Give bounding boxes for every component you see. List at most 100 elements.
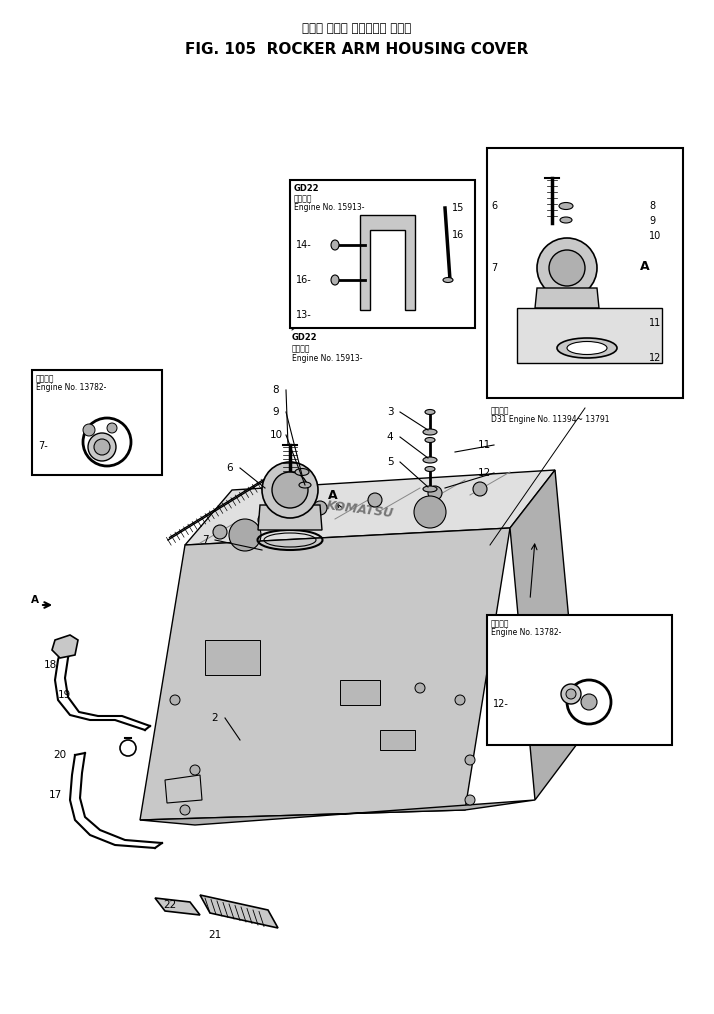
Ellipse shape bbox=[331, 240, 339, 250]
Ellipse shape bbox=[557, 338, 617, 358]
Bar bbox=[487, 615, 672, 745]
Text: 9: 9 bbox=[273, 407, 279, 417]
Text: Engine No. 15913-: Engine No. 15913- bbox=[294, 203, 365, 212]
Text: 12-: 12- bbox=[493, 699, 509, 709]
Text: 15: 15 bbox=[452, 203, 464, 213]
Bar bbox=[380, 730, 415, 750]
Circle shape bbox=[229, 519, 261, 551]
Polygon shape bbox=[165, 775, 202, 803]
Text: 17: 17 bbox=[49, 790, 61, 800]
Circle shape bbox=[88, 433, 116, 461]
Circle shape bbox=[581, 694, 597, 710]
Polygon shape bbox=[258, 505, 322, 530]
Text: 適用号称: 適用号称 bbox=[294, 194, 313, 203]
Polygon shape bbox=[140, 800, 535, 825]
Circle shape bbox=[428, 486, 442, 500]
Text: 適用号称: 適用号称 bbox=[491, 619, 510, 628]
Text: GD22: GD22 bbox=[294, 184, 320, 193]
Text: 7: 7 bbox=[491, 263, 497, 273]
Circle shape bbox=[549, 250, 585, 286]
Text: 6: 6 bbox=[491, 201, 497, 211]
Ellipse shape bbox=[295, 468, 309, 476]
Text: 11: 11 bbox=[478, 440, 491, 450]
Circle shape bbox=[561, 684, 581, 704]
Polygon shape bbox=[140, 528, 510, 820]
Text: 20: 20 bbox=[54, 750, 66, 760]
Text: ロッカ アーム ハウジング カバー: ロッカ アーム ハウジング カバー bbox=[302, 22, 412, 35]
Text: 18: 18 bbox=[44, 660, 56, 670]
Text: 12: 12 bbox=[478, 468, 491, 478]
Ellipse shape bbox=[425, 466, 435, 472]
Text: 13-: 13- bbox=[296, 310, 312, 320]
Text: KOMATSU: KOMATSU bbox=[326, 500, 395, 520]
Text: 5: 5 bbox=[387, 457, 393, 467]
Circle shape bbox=[465, 755, 475, 765]
Text: 10: 10 bbox=[649, 231, 661, 241]
Circle shape bbox=[180, 805, 190, 815]
Text: 6: 6 bbox=[226, 463, 233, 473]
Circle shape bbox=[537, 238, 597, 298]
Text: 10: 10 bbox=[269, 430, 283, 440]
Circle shape bbox=[262, 462, 318, 518]
Text: GD22: GD22 bbox=[292, 333, 318, 342]
Text: 14-: 14- bbox=[296, 240, 312, 250]
Text: A: A bbox=[640, 260, 650, 273]
Polygon shape bbox=[155, 898, 200, 915]
Text: 19: 19 bbox=[57, 690, 71, 700]
Circle shape bbox=[272, 472, 308, 508]
Circle shape bbox=[83, 424, 95, 436]
Text: 適用号称: 適用号称 bbox=[36, 374, 54, 383]
Ellipse shape bbox=[443, 278, 453, 283]
Bar bbox=[487, 148, 683, 399]
Text: 4: 4 bbox=[387, 432, 393, 442]
Text: A: A bbox=[31, 595, 39, 605]
Circle shape bbox=[473, 482, 487, 496]
Ellipse shape bbox=[423, 486, 437, 492]
Polygon shape bbox=[52, 635, 78, 658]
Circle shape bbox=[414, 496, 446, 528]
Circle shape bbox=[415, 683, 425, 693]
Polygon shape bbox=[360, 215, 415, 310]
Circle shape bbox=[313, 501, 327, 515]
Bar bbox=[205, 640, 260, 675]
Circle shape bbox=[455, 695, 465, 705]
Text: 適用号称: 適用号称 bbox=[491, 406, 510, 415]
Ellipse shape bbox=[559, 203, 573, 210]
Polygon shape bbox=[200, 895, 278, 928]
Text: Engine No. 15913-: Engine No. 15913- bbox=[292, 354, 363, 363]
Ellipse shape bbox=[425, 437, 435, 442]
Circle shape bbox=[258, 513, 272, 527]
Text: 12: 12 bbox=[649, 353, 661, 363]
Ellipse shape bbox=[423, 429, 437, 435]
Text: 3: 3 bbox=[387, 407, 393, 417]
Circle shape bbox=[465, 795, 475, 805]
Circle shape bbox=[190, 765, 200, 775]
Text: FIG. 105  ROCKER ARM HOUSING COVER: FIG. 105 ROCKER ARM HOUSING COVER bbox=[186, 42, 528, 57]
Ellipse shape bbox=[423, 457, 437, 463]
Polygon shape bbox=[517, 308, 662, 363]
Polygon shape bbox=[510, 470, 580, 800]
Text: 適用号称: 適用号称 bbox=[292, 344, 311, 353]
Circle shape bbox=[107, 423, 117, 433]
Ellipse shape bbox=[425, 410, 435, 415]
Ellipse shape bbox=[299, 482, 311, 488]
Polygon shape bbox=[185, 470, 555, 545]
Text: 9: 9 bbox=[649, 216, 655, 226]
Ellipse shape bbox=[567, 342, 607, 355]
Text: 7: 7 bbox=[201, 535, 208, 545]
Text: 16-: 16- bbox=[296, 275, 312, 285]
Text: D31 Engine No. 11394~ 13791: D31 Engine No. 11394~ 13791 bbox=[491, 415, 610, 424]
Text: A: A bbox=[328, 489, 338, 502]
Bar bbox=[340, 680, 380, 705]
Text: 21: 21 bbox=[208, 930, 221, 940]
Text: Engine No. 13782-: Engine No. 13782- bbox=[491, 628, 561, 637]
Circle shape bbox=[566, 689, 576, 699]
Polygon shape bbox=[535, 288, 599, 308]
Text: 8: 8 bbox=[273, 385, 279, 395]
Text: 2: 2 bbox=[211, 713, 218, 723]
Text: 7-: 7- bbox=[38, 441, 48, 451]
Text: 16: 16 bbox=[452, 230, 464, 240]
Bar bbox=[290, 180, 475, 328]
Text: 22: 22 bbox=[164, 900, 176, 910]
Circle shape bbox=[170, 695, 180, 705]
